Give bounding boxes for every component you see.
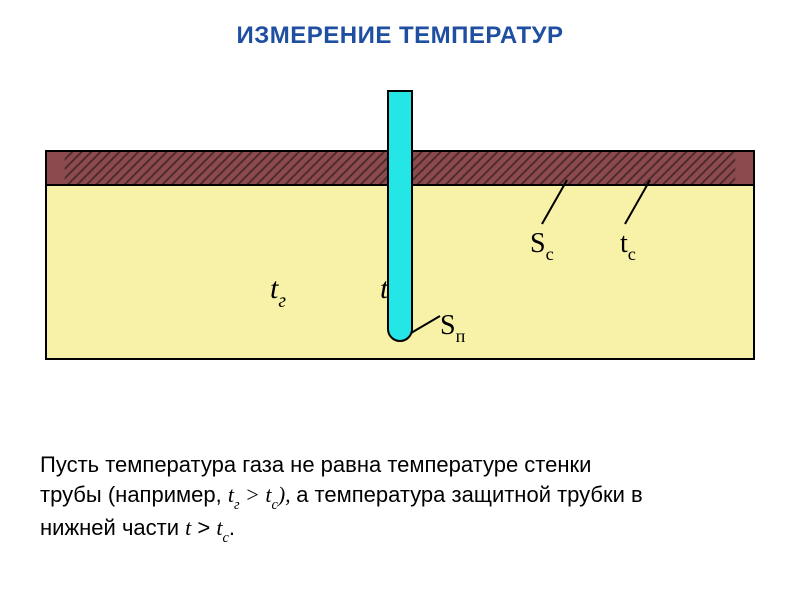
label-t-g: tг (270, 272, 286, 311)
page-title: ИЗМЕРЕНИЕ ТЕМПЕРАТУР (0, 22, 800, 50)
caption-text: Пусть температура газа не равна температ… (40, 450, 760, 547)
caption-tc2: tс (216, 515, 228, 540)
thermometer-probe (387, 90, 413, 342)
caption-part: > (191, 515, 216, 540)
caption-gt: > (240, 482, 266, 507)
caption-part: трубы (например, (40, 482, 228, 507)
label-t: t (380, 272, 388, 306)
label-s-p: Sп (440, 310, 465, 346)
label-t-c: tс (620, 228, 636, 264)
caption-part: Пусть температура газа не равна температ… (40, 452, 591, 477)
label-s-c: Sс (530, 228, 554, 264)
caption-part: нижней части (40, 515, 185, 540)
temperature-diagram: tг t Sс tс Sп (45, 150, 755, 360)
caption-part: . (229, 515, 235, 540)
caption-tc: tс (265, 482, 277, 507)
caption-tg: tг (228, 482, 240, 507)
caption-part: ), (278, 482, 296, 507)
caption-part: а температура защитной трубки в (296, 482, 643, 507)
